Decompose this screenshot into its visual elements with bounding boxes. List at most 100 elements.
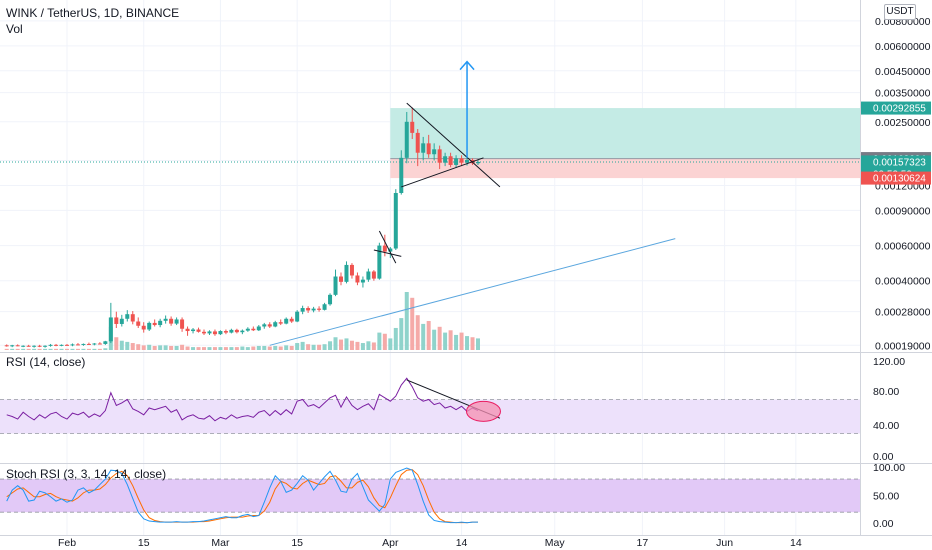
rsi-label: RSI (14, close) [6, 355, 86, 369]
candle-body [81, 343, 86, 345]
volume-bar [86, 348, 91, 350]
candle-body [388, 248, 393, 252]
candle-body [349, 264, 354, 276]
volume-bar [317, 344, 322, 350]
volume-bar [26, 348, 31, 350]
volume-bar [147, 344, 152, 350]
volume-bar [470, 337, 475, 350]
volume-bar [37, 348, 42, 350]
candle-body [59, 344, 64, 346]
candle-body [10, 345, 15, 347]
volume-bar [333, 337, 338, 350]
time-axis[interactable]: Feb 15 Mar 15 Apr 14 May 17 Jun 14 [58, 537, 802, 549]
candle-body [410, 121, 415, 133]
time-tick-label: 17 [637, 537, 649, 549]
candle-body [65, 344, 69, 346]
volume-bar [410, 297, 415, 350]
rsi-tick-label: 0.00 [873, 451, 894, 463]
candle-body [245, 328, 250, 331]
rsi-highlight-ellipse [465, 400, 501, 422]
candle-body [300, 308, 305, 312]
volume-bar [388, 338, 393, 350]
stoch-tick-label: 50.00 [873, 491, 899, 503]
rsi-tick-label: 120.00 [873, 356, 905, 368]
candle-body [32, 345, 37, 347]
price-tick-label: 0.00060000 [875, 241, 931, 253]
volume-bar [158, 345, 163, 350]
candle-body [54, 344, 59, 346]
candle-body [426, 143, 431, 155]
price-tag-last [861, 155, 931, 169]
candle-body [382, 245, 387, 252]
candle-body [251, 328, 256, 331]
candle-body [311, 308, 316, 311]
candle-body [465, 159, 470, 163]
candle-body [119, 318, 124, 324]
price-tags: 0.002928550.001636040.0015732303:53:520.… [861, 101, 931, 185]
candle-body [278, 322, 283, 324]
time-tick-label: 15 [138, 537, 150, 549]
candle-body [317, 308, 322, 310]
rsi-line [6, 377, 479, 422]
currency-badge[interactable]: USDT [884, 4, 916, 20]
candle-body [130, 314, 135, 322]
volume-bar [339, 339, 343, 350]
price-tick-label: 0.00450000 [875, 66, 931, 78]
volume-bar [97, 348, 102, 350]
candle-body [404, 121, 409, 158]
candle-body [185, 328, 190, 332]
volume-bar [300, 341, 305, 350]
candle-body [48, 344, 53, 346]
candle-body [202, 331, 206, 334]
volume-bar [59, 348, 64, 350]
candle-body [399, 157, 404, 193]
candle-body [421, 143, 426, 153]
volume-bar [125, 341, 130, 350]
volume-bar [212, 347, 217, 350]
volume-bar [114, 337, 119, 350]
loss-zone [390, 158, 860, 179]
rsi-band [0, 399, 860, 434]
stoch-d-line [6, 469, 478, 524]
price-tag-stop-label: 0.00130624 [873, 174, 926, 185]
volume-bar [278, 346, 283, 350]
candle-body [366, 271, 371, 280]
triangle-upper-line [406, 102, 501, 188]
volume-bar [360, 343, 365, 350]
volume-bar [234, 347, 239, 350]
stoch-tick-label: 0.00 [873, 518, 894, 530]
rsi-tick-label: 80.00 [873, 386, 899, 398]
candle-body [432, 149, 437, 155]
volume-bar [103, 348, 108, 350]
time-tick-label: Jun [716, 537, 733, 549]
price-tag-target [861, 101, 931, 115]
volume-bar [141, 345, 146, 350]
support-trendline [269, 238, 676, 346]
candle-body [262, 324, 267, 327]
candle-body [267, 324, 272, 327]
candle-body [454, 158, 459, 165]
drawings [269, 60, 676, 346]
price-tag-target-label: 0.00292855 [873, 104, 926, 115]
candle-body [37, 345, 42, 347]
stoch-rsi-label: Stoch RSI (3, 3, 14, 14, close) [6, 467, 167, 481]
candle-body [377, 245, 382, 279]
candle-body [295, 311, 300, 322]
price-tick-label: 0.00040000 [875, 276, 931, 288]
price-tick-label: 0.00600000 [875, 41, 931, 53]
candle-body [141, 325, 146, 330]
volume-bar [136, 344, 141, 350]
candle-body [196, 329, 201, 332]
volume-bar [404, 292, 409, 350]
candle-body [4, 345, 9, 347]
candle-body [476, 161, 480, 164]
candle-body [443, 156, 448, 163]
volume-bar [191, 347, 196, 350]
candle-body [86, 343, 91, 345]
candle-body [43, 345, 48, 347]
candle-body [322, 304, 327, 310]
volume-bar [207, 347, 212, 350]
